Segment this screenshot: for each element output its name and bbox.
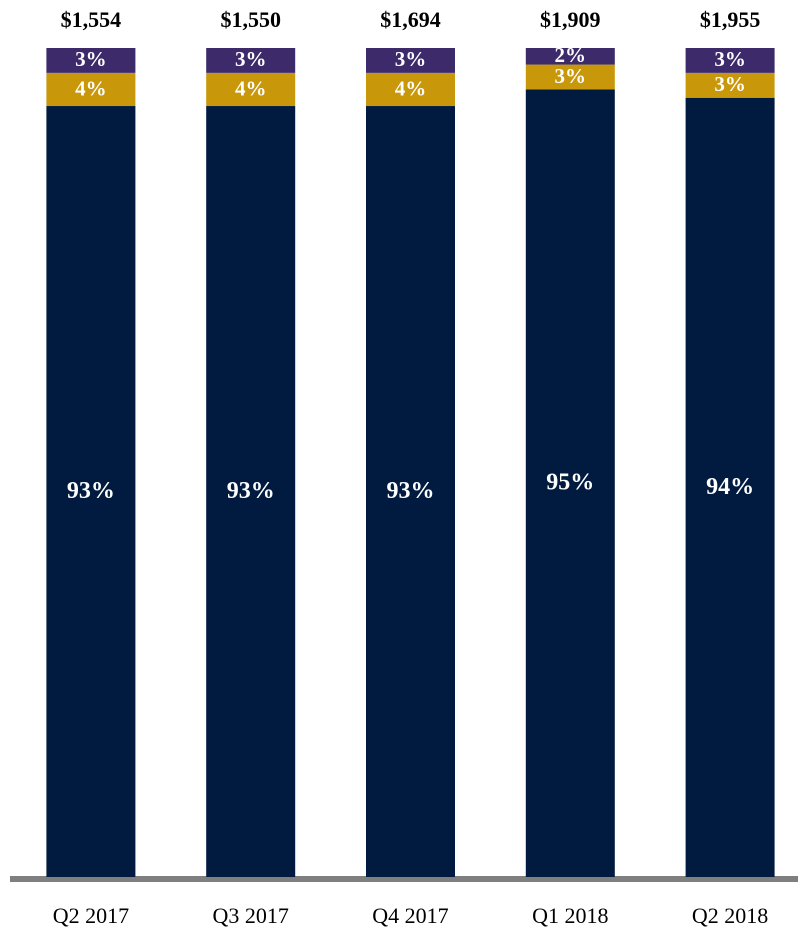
bar-segment bbox=[46, 72, 136, 107]
total-label: $1,554 bbox=[61, 7, 122, 32]
data-label: 3% bbox=[235, 47, 267, 71]
bar-segment bbox=[685, 72, 775, 98]
data-label: 93% bbox=[387, 478, 435, 504]
bar-segment bbox=[46, 106, 136, 877]
total-label: $1,909 bbox=[540, 7, 601, 32]
x-tick-label: Q2 2017 bbox=[53, 903, 129, 928]
baseline bbox=[10, 876, 798, 882]
bar-segment bbox=[685, 97, 775, 878]
bar-segment bbox=[525, 89, 615, 877]
bar-segment bbox=[206, 48, 296, 73]
bar-segment bbox=[685, 48, 775, 73]
data-label: 4% bbox=[75, 76, 107, 100]
data-label: 3% bbox=[714, 47, 746, 71]
bar-segment bbox=[46, 48, 136, 73]
data-label: 2% bbox=[555, 43, 587, 67]
bar-segment bbox=[206, 106, 296, 877]
data-label: 93% bbox=[227, 478, 275, 504]
total-label: $1,955 bbox=[700, 7, 761, 32]
data-label: 93% bbox=[67, 478, 115, 504]
data-label: 4% bbox=[235, 76, 267, 100]
bar-segment bbox=[525, 48, 615, 65]
total-label: $1,550 bbox=[220, 7, 281, 32]
total-label: $1,694 bbox=[380, 7, 441, 32]
data-label: 94% bbox=[706, 474, 754, 500]
x-tick-label: Q2 2018 bbox=[692, 903, 768, 928]
data-label: 3% bbox=[714, 72, 746, 96]
x-tick-label: Q4 2017 bbox=[372, 903, 448, 928]
bar-segment bbox=[366, 48, 455, 73]
data-label: 4% bbox=[395, 76, 427, 100]
data-label: 95% bbox=[546, 470, 594, 496]
bar-segment bbox=[525, 64, 615, 90]
bar-segment bbox=[366, 106, 455, 877]
bar-segment bbox=[366, 72, 455, 107]
x-tick-label: Q1 2018 bbox=[532, 903, 608, 928]
bar-segment bbox=[206, 72, 296, 107]
data-label: 3% bbox=[75, 47, 107, 71]
x-tick-label: Q3 2017 bbox=[213, 903, 289, 928]
data-label: 3% bbox=[395, 47, 427, 71]
data-label: 3% bbox=[555, 64, 587, 88]
